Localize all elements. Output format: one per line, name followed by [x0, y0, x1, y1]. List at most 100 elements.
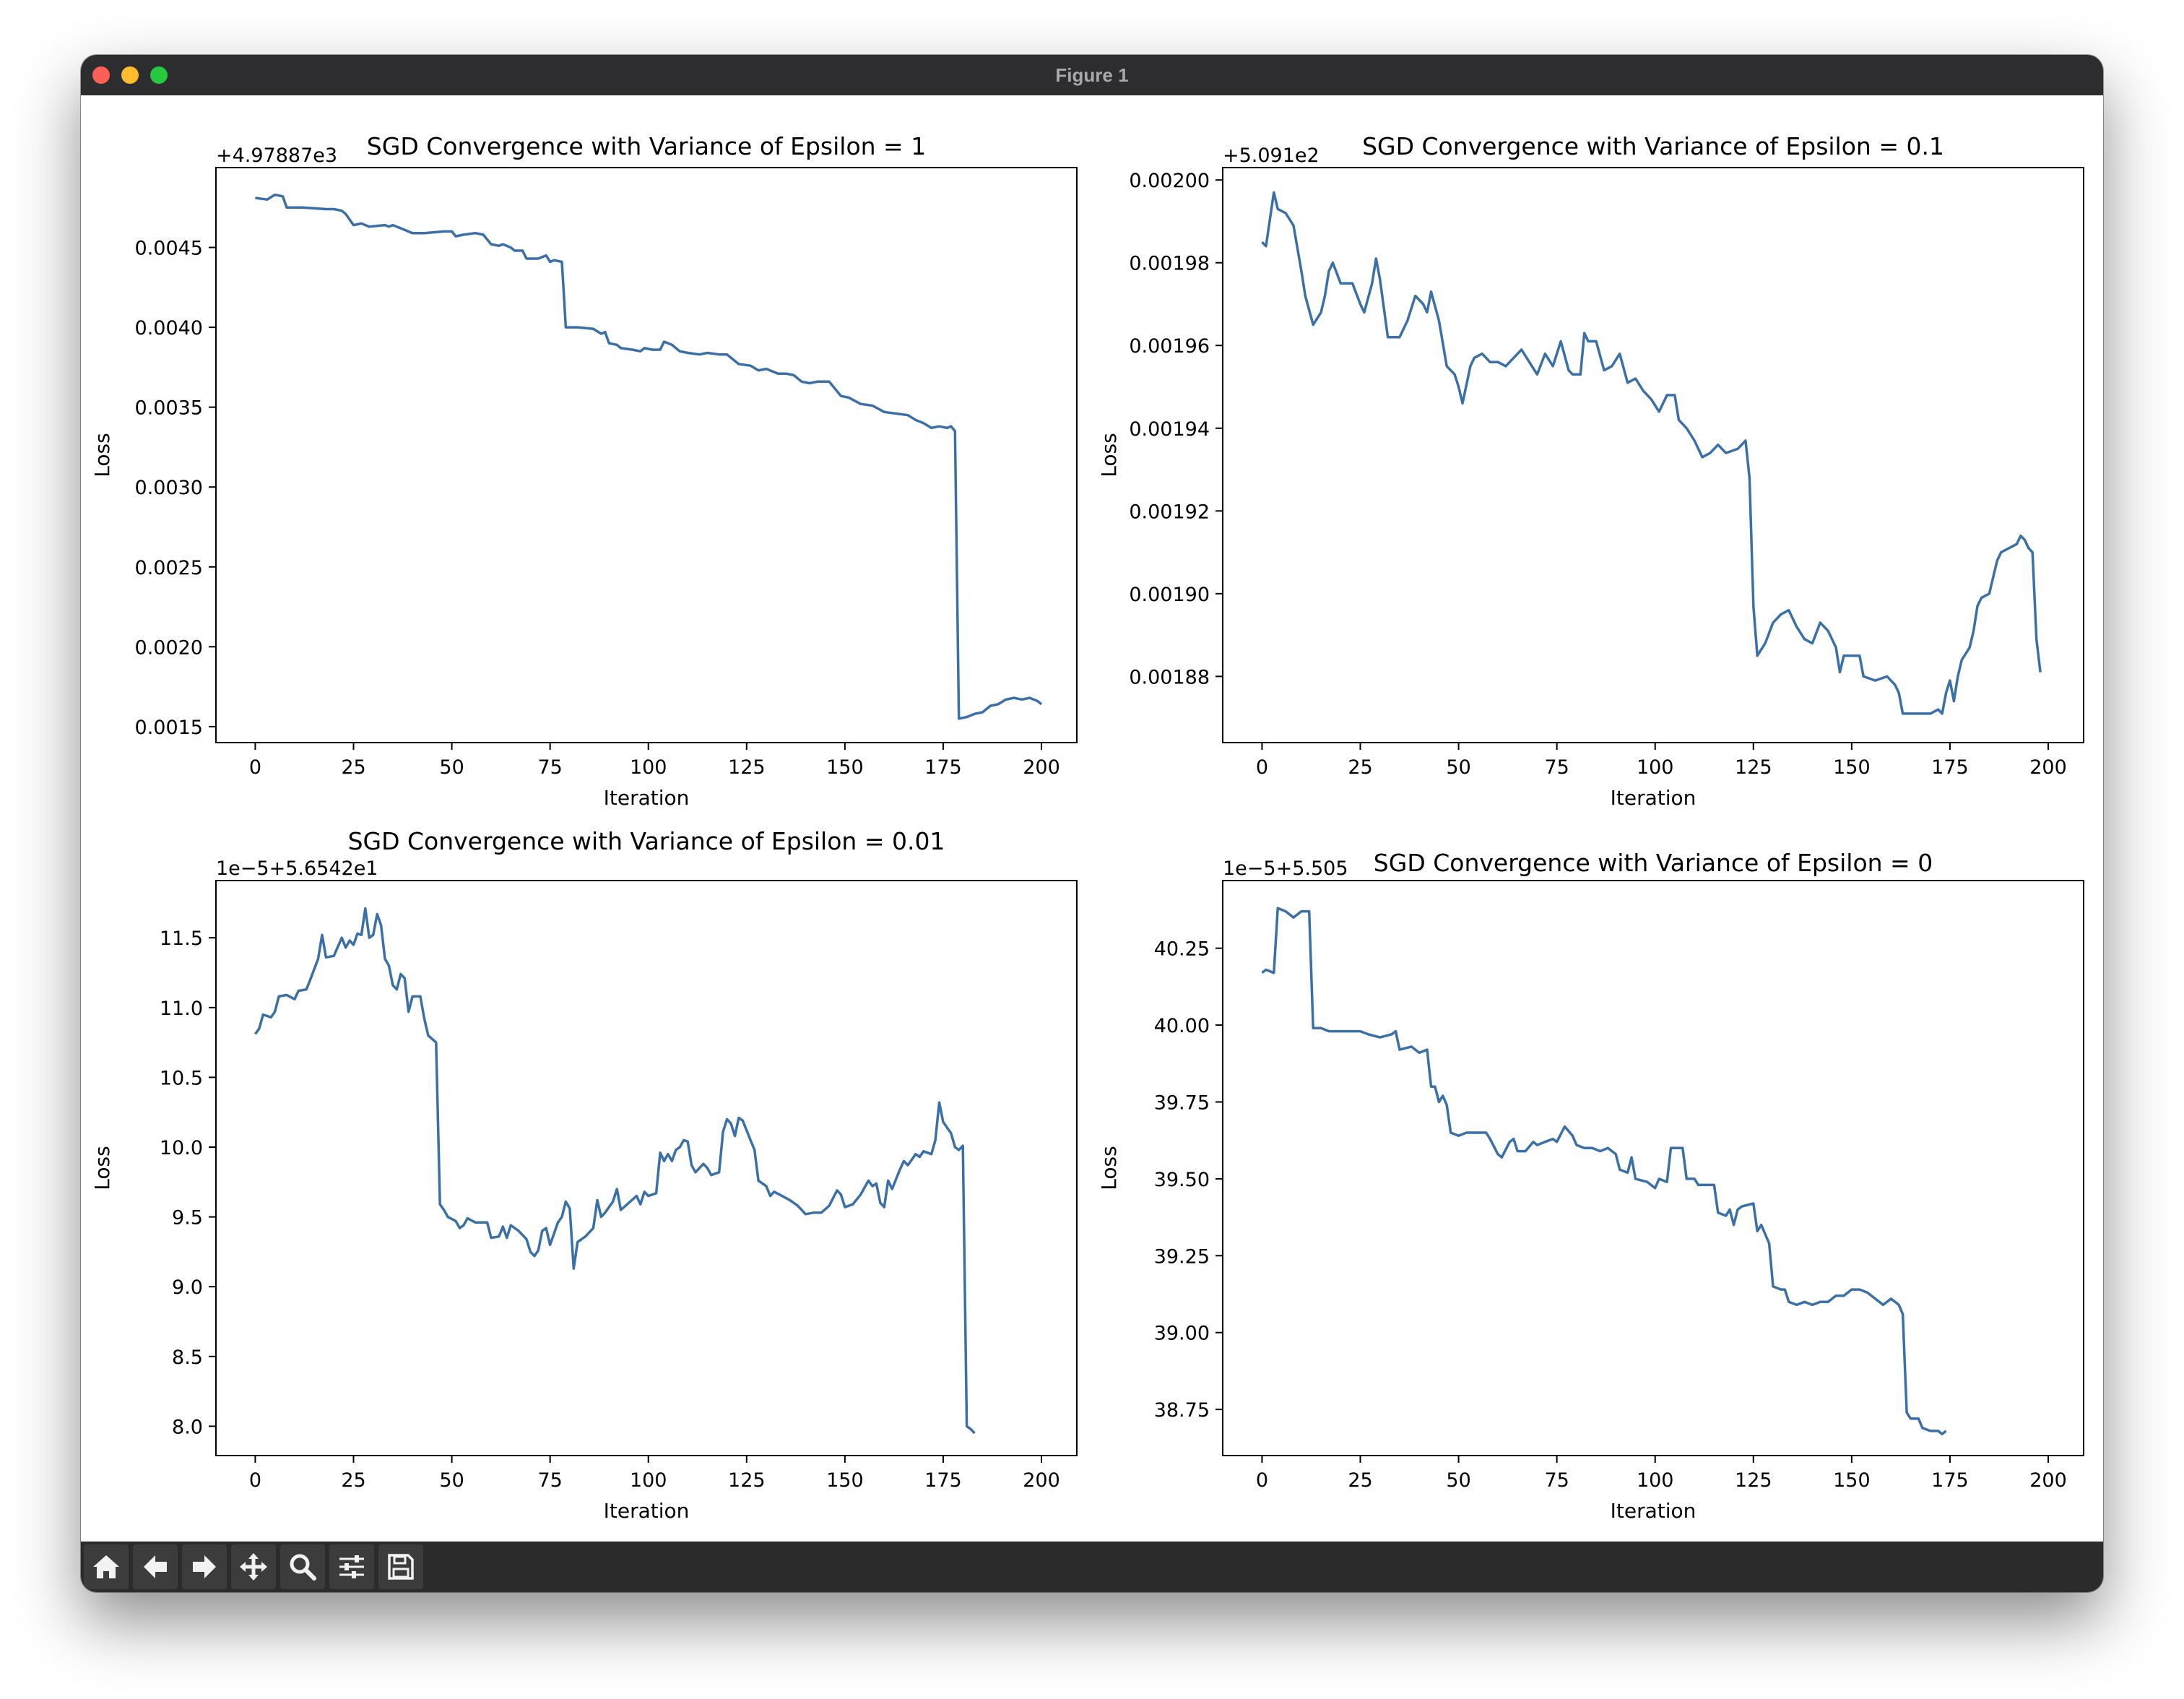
x-tick-label: 200: [2029, 1469, 2067, 1492]
y-tick-label: 0.0040: [135, 317, 203, 340]
loss-series-line: [254, 907, 976, 1435]
axes-frame: [1222, 880, 2084, 1456]
x-tick-label: 50: [439, 1469, 464, 1492]
x-tick-label: 125: [728, 756, 766, 779]
x-tick-label: 25: [1348, 1469, 1372, 1492]
subplots-svg: SGD Convergence with Variance of Epsilon…: [90, 132, 2084, 1523]
save-button[interactable]: [378, 1544, 423, 1589]
y-tick-label: 10.5: [160, 1067, 203, 1089]
y-tick-label: 0.00200: [1129, 170, 1210, 192]
subplot-3: SGD Convergence with Variance of Epsilon…: [90, 827, 1078, 1523]
y-tick-label: 0.0030: [135, 477, 203, 499]
x-tick-label: 200: [1023, 756, 1060, 779]
x-tick-label: 150: [826, 1469, 864, 1492]
y-tick-label: 40.00: [1154, 1015, 1210, 1037]
y-tick-label: 38.75: [1154, 1399, 1210, 1422]
x-axis-label: Iteration: [604, 1499, 690, 1523]
x-tick-label: 150: [1833, 756, 1871, 779]
axes-frame: [215, 167, 1078, 743]
y-tick-label: 8.5: [172, 1346, 203, 1369]
chart-title: SGD Convergence with Variance of Epsilon…: [348, 827, 945, 855]
y-tick-label: 8.0: [172, 1416, 203, 1438]
axis-offset-label: +5.091e2: [1223, 144, 1320, 167]
x-axis-label: Iteration: [604, 786, 690, 810]
x-tick-label: 0: [1256, 1469, 1268, 1492]
y-tick-label: 10.0: [160, 1137, 203, 1159]
x-tick-label: 50: [1446, 1469, 1470, 1492]
axes-frame: [1222, 167, 2084, 743]
subplot-2: SGD Convergence with Variance of Epsilon…: [1097, 132, 2084, 810]
x-tick-label: 75: [1544, 756, 1569, 779]
forward-button[interactable]: [182, 1544, 227, 1589]
x-tick-label: 150: [1833, 1469, 1871, 1492]
loss-series-line: [1261, 191, 2042, 715]
x-tick-label: 50: [439, 756, 464, 779]
figure-canvas[interactable]: SGD Convergence with Variance of Epsilon…: [81, 95, 2103, 1547]
y-axis-label: Loss: [1097, 433, 1121, 477]
x-tick-label: 75: [537, 1469, 562, 1492]
sliders-icon: [339, 1555, 364, 1578]
y-axis-label: Loss: [90, 433, 114, 477]
configure-subplots-button[interactable]: [329, 1544, 374, 1589]
axis-offset-label: 1e−5+5.6542e1: [216, 857, 378, 880]
y-tick-label: 39.50: [1154, 1169, 1210, 1191]
y-tick-label: 11.5: [160, 928, 203, 950]
subplot-1: SGD Convergence with Variance of Epsilon…: [90, 132, 1078, 810]
maximize-window-button[interactable]: [150, 66, 168, 84]
y-tick-label: 0.0025: [135, 557, 203, 579]
y-axis-label: Loss: [1097, 1146, 1121, 1190]
x-tick-label: 125: [1735, 756, 1772, 779]
y-tick-label: 0.0035: [135, 397, 203, 420]
x-tick-label: 150: [826, 756, 864, 779]
y-tick-label: 0.00194: [1129, 418, 1210, 441]
x-tick-label: 50: [1446, 756, 1470, 779]
x-tick-label: 75: [1544, 1469, 1569, 1492]
magnifier-icon: [290, 1554, 316, 1581]
y-tick-label: 40.25: [1154, 938, 1210, 961]
y-axis-label: Loss: [90, 1146, 114, 1190]
y-tick-label: 0.0045: [135, 238, 203, 260]
x-tick-label: 200: [1023, 1469, 1060, 1492]
pan-button[interactable]: [231, 1544, 276, 1589]
x-tick-label: 25: [1348, 756, 1372, 779]
y-tick-label: 9.5: [172, 1207, 203, 1229]
loss-series-line: [1261, 907, 1947, 1435]
y-tick-label: 0.00190: [1129, 584, 1210, 606]
home-icon: [93, 1555, 119, 1578]
subplot-4: SGD Convergence with Variance of Epsilon…: [1097, 849, 2084, 1523]
y-tick-label: 11.0: [160, 998, 203, 1020]
navigation-toolbar: [81, 1542, 2103, 1592]
x-tick-label: 25: [341, 756, 365, 779]
x-tick-label: 100: [1637, 1469, 1674, 1492]
minimize-window-button[interactable]: [121, 66, 139, 84]
home-button[interactable]: [84, 1544, 129, 1589]
chart-title: SGD Convergence with Variance of Epsilon…: [1374, 849, 1933, 877]
y-tick-label: 39.75: [1154, 1091, 1210, 1114]
floppy-disk-icon: [388, 1554, 414, 1580]
arrow-left-icon: [144, 1555, 167, 1578]
title-bar[interactable]: Figure 1: [81, 55, 2103, 96]
x-tick-label: 0: [249, 1469, 261, 1492]
y-tick-label: 0.0015: [135, 717, 203, 739]
x-tick-label: 100: [630, 1469, 667, 1492]
figure-window: Figure 1 SGD Convergence with Variance o…: [81, 55, 2103, 1592]
loss-series-line: [255, 193, 1043, 720]
y-tick-label: 39.25: [1154, 1245, 1210, 1268]
x-tick-label: 175: [924, 1469, 962, 1492]
y-tick-label: 0.00188: [1129, 666, 1210, 688]
x-tick-label: 175: [1931, 756, 1969, 779]
zoom-button[interactable]: [280, 1544, 325, 1589]
x-tick-label: 125: [1735, 1469, 1772, 1492]
x-tick-label: 0: [249, 756, 261, 779]
close-window-button[interactable]: [92, 66, 110, 84]
x-tick-label: 175: [1931, 1469, 1969, 1492]
window-title: Figure 1: [1055, 64, 1129, 86]
chart-title: SGD Convergence with Variance of Epsilon…: [367, 132, 926, 160]
back-button[interactable]: [133, 1544, 178, 1589]
y-tick-label: 9.0: [172, 1276, 203, 1299]
move-arrows-icon: [240, 1553, 267, 1581]
x-tick-label: 175: [924, 756, 962, 779]
x-tick-label: 100: [1637, 756, 1674, 779]
arrow-right-icon: [193, 1555, 216, 1578]
x-tick-label: 25: [341, 1469, 365, 1492]
